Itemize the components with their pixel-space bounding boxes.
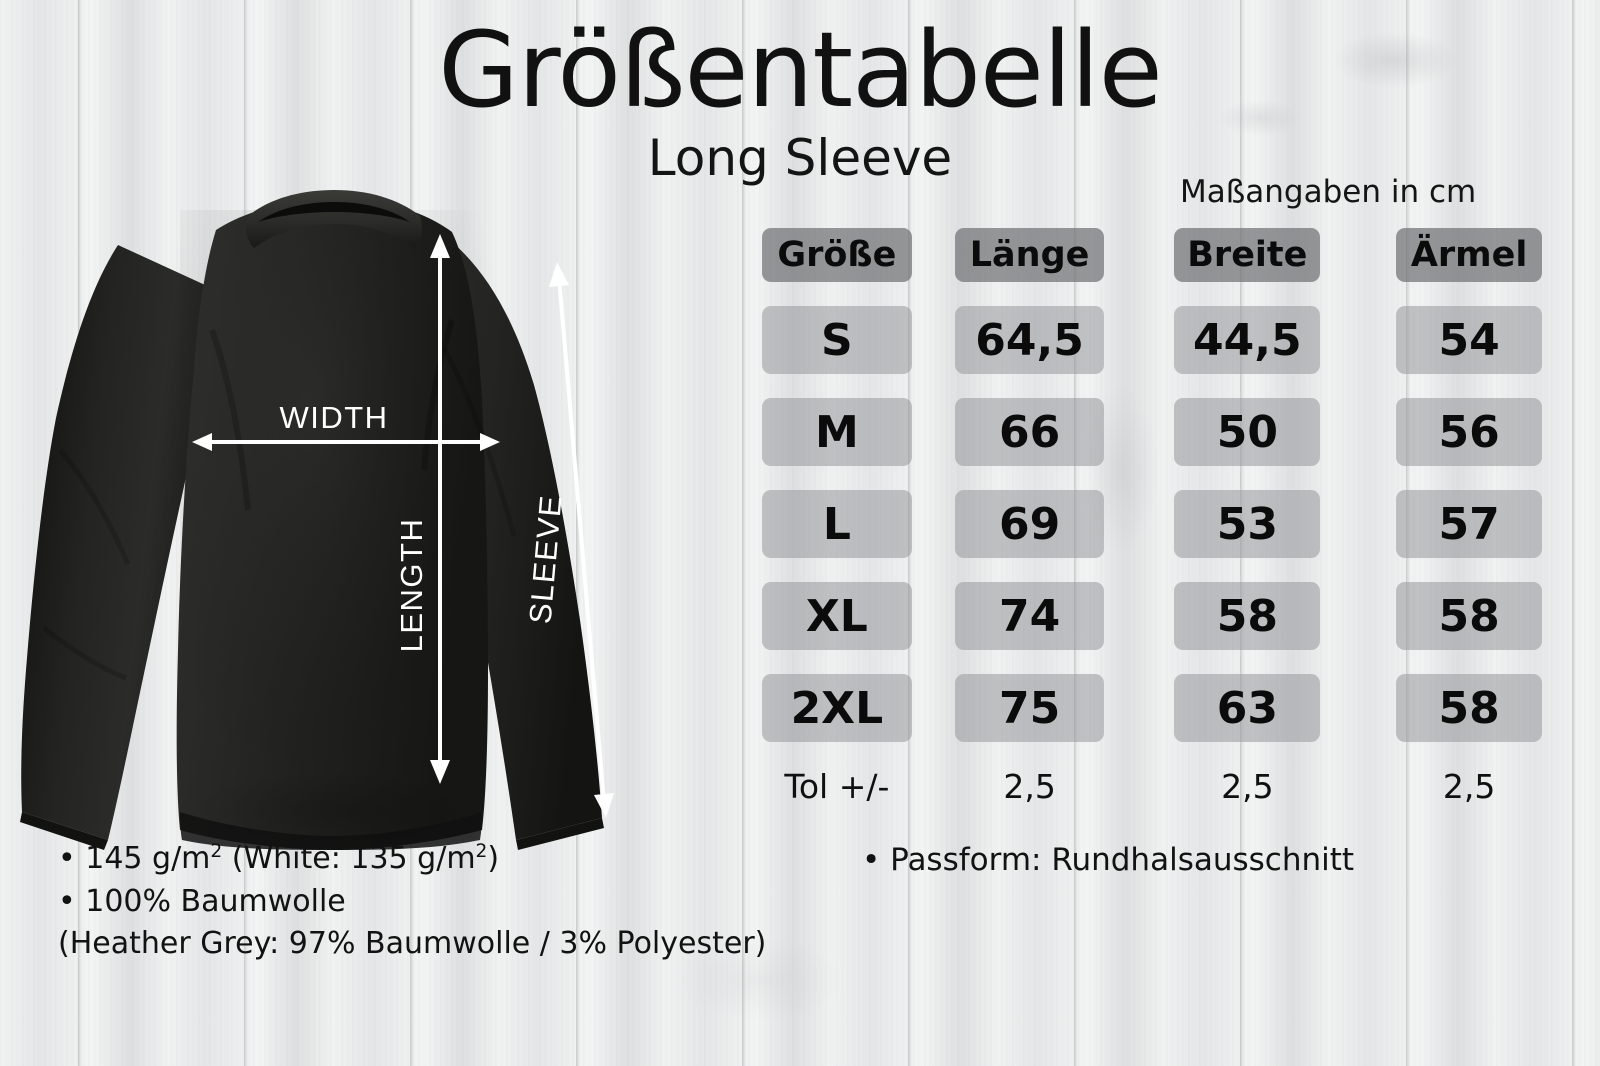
cell-size: S <box>762 306 912 374</box>
cell-laenge: 66 <box>954 398 1105 466</box>
cell-breite: 44,5 <box>1174 306 1321 374</box>
material-notes: • 145 g/m2 (White: 135 g/m2) • 100% Baum… <box>58 838 766 966</box>
tolerance-label: Tol +/- <box>784 766 890 806</box>
cell-aermel: 56 <box>1396 398 1542 466</box>
cell-breite: 63 <box>1174 674 1321 742</box>
width-measure-arrow: WIDTH <box>192 400 500 451</box>
cell-breite: 53 <box>1174 490 1321 558</box>
table-row: L 69 53 57 <box>752 490 1542 558</box>
cell-size: L <box>762 490 912 558</box>
column-header-groesse: Größe <box>762 228 912 282</box>
garment-illustration: WIDTH LENGTH SLEEVE <box>0 150 680 850</box>
fit-notes: • Passform: Rundhalsausschnitt <box>862 838 1354 882</box>
cell-breite: 58 <box>1174 582 1321 650</box>
cell-aermel: 58 <box>1396 582 1542 650</box>
tolerance-aermel: 2,5 <box>1442 766 1496 806</box>
length-label: LENGTH <box>394 518 429 653</box>
table-row: M 66 50 56 <box>752 398 1542 466</box>
tolerance-breite: 2,5 <box>1221 766 1274 806</box>
cell-laenge: 64,5 <box>954 306 1105 374</box>
cell-size: 2XL <box>762 674 912 742</box>
column-header-breite: Breite <box>1174 228 1321 282</box>
tolerance-laenge: 2,5 <box>1003 766 1056 806</box>
cell-laenge: 74 <box>954 582 1105 650</box>
cell-size: M <box>762 398 912 466</box>
column-header-laenge: Länge <box>954 228 1105 282</box>
table-row: XL 74 58 58 <box>752 582 1542 650</box>
page-title: Größentabelle <box>438 9 1162 131</box>
table-header-row: Größe Länge Breite Ärmel <box>752 228 1542 282</box>
table-row: S 64,5 44,5 54 <box>752 306 1542 374</box>
length-measure-arrow: LENGTH <box>394 234 450 784</box>
column-header-aermel: Ärmel <box>1396 228 1542 282</box>
right-cuff <box>516 818 604 850</box>
collar <box>246 190 422 248</box>
cell-aermel: 58 <box>1396 674 1542 742</box>
tolerance-row: Tol +/- 2,5 2,5 2,5 <box>752 766 1542 806</box>
units-note: Maßangaben in cm <box>1180 174 1477 210</box>
cell-breite: 50 <box>1174 398 1321 466</box>
material-note-heather: (Heather Grey: 97% Baumwolle / 3% Polyes… <box>58 926 767 962</box>
left-sleeve <box>21 245 216 840</box>
left-cuff <box>20 812 108 850</box>
cell-aermel: 54 <box>1396 306 1542 374</box>
width-label: WIDTH <box>279 400 388 435</box>
table-row: 2XL 75 63 58 <box>752 674 1542 742</box>
size-table: Größe Länge Breite Ärmel S 64,5 44,5 54 … <box>752 228 1542 806</box>
neck-opening <box>258 202 410 222</box>
fit-note-passform: • Passform: Rundhalsausschnitt <box>862 842 1355 878</box>
page-subtitle: Long Sleeve <box>647 129 953 187</box>
cell-aermel: 57 <box>1396 490 1542 558</box>
cell-laenge: 69 <box>954 490 1105 558</box>
material-note-cotton: • 100% Baumwolle <box>58 883 346 919</box>
material-note-weight: • 145 g/m2 (White: 135 g/m2) <box>58 841 500 876</box>
cell-laenge: 75 <box>954 674 1105 742</box>
cell-size: XL <box>762 582 912 650</box>
